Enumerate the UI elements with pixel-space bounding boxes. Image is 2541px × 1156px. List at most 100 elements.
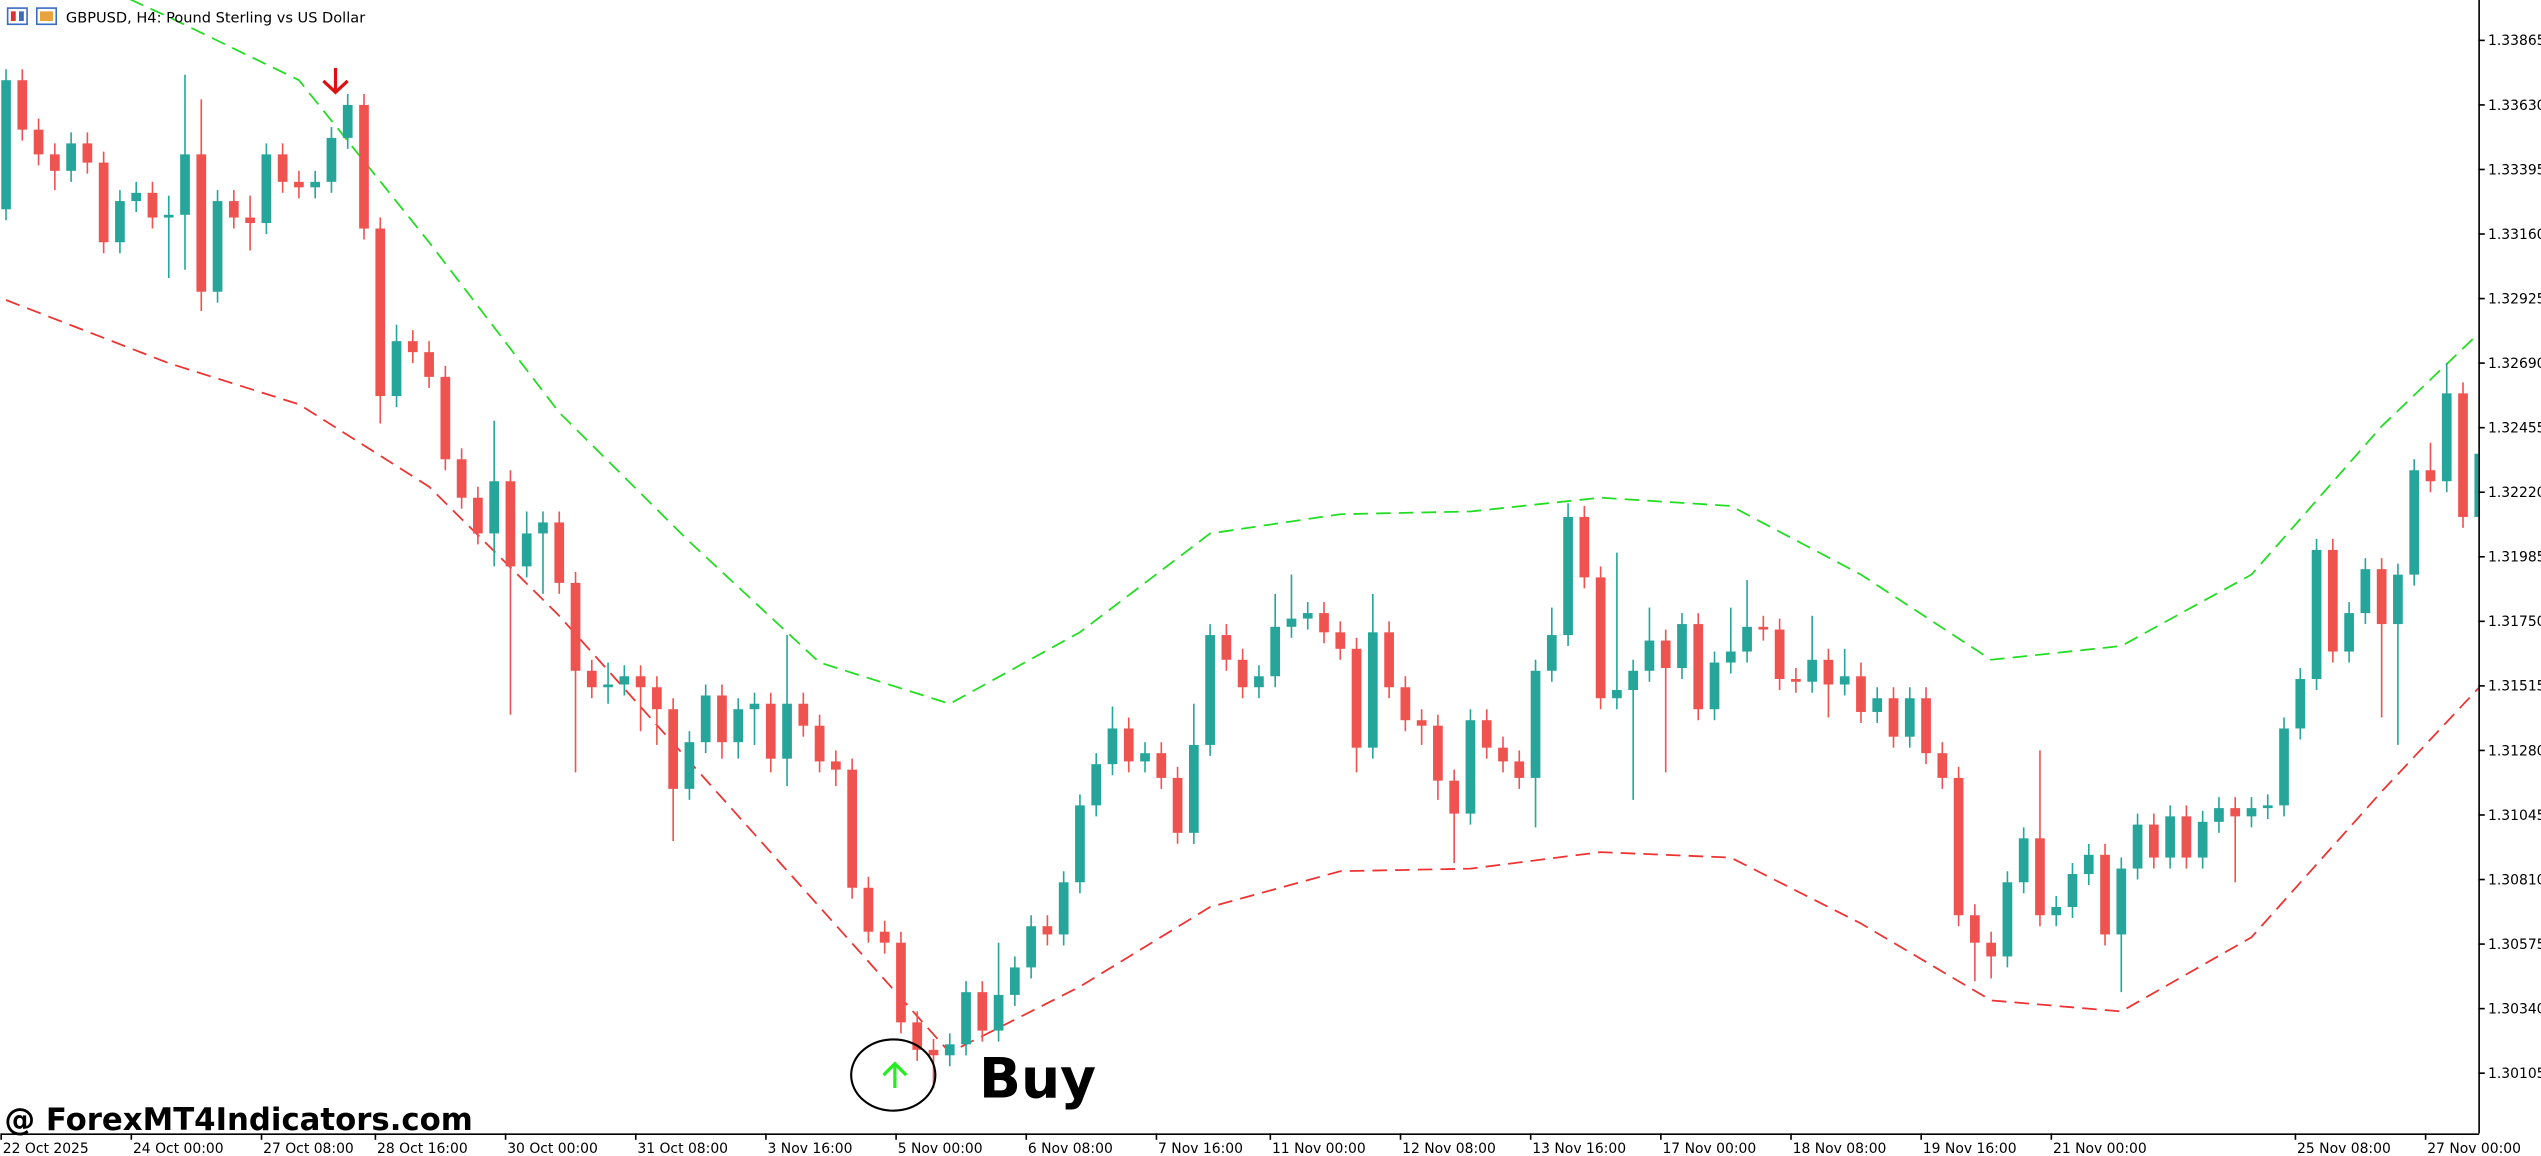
y-tick-label: 1.33395 [2488,162,2541,178]
candle-body [2279,728,2289,806]
candle-body [847,769,857,888]
candle-body [1742,626,1752,652]
candle-body [1872,698,1883,712]
candle-body [2002,882,2013,957]
candle-body [2035,838,2045,916]
x-tick-label: 19 Nov 16:00 [1923,1141,2017,1156]
x-tick-label: 17 Nov 00:00 [1662,1141,1756,1156]
candle-body [619,676,630,685]
candle-body [961,992,971,1045]
candle-body [1823,659,1834,685]
candle-body [1644,640,1655,671]
signal-circle [850,1038,937,1112]
candle-body [765,703,776,759]
candle-body [603,684,613,688]
candle-body [1579,516,1590,578]
candle-body [1433,725,1443,781]
candle-body [310,181,321,188]
candle-body [1075,805,1085,883]
candle-body [1123,728,1134,762]
chart-title: GBPUSD, H4: Pound Sterling vs US Dollar [66,10,365,27]
candle-body [2214,808,2224,822]
x-tick-label: 22 Oct 2025 [3,1141,89,1156]
candle-body [2100,854,2110,935]
candle-body [2230,808,2241,817]
candle-body [261,154,272,224]
candle-body [1384,632,1394,688]
x-tick-label: 30 Oct 00:00 [507,1141,598,1156]
candle-body [1953,777,1964,916]
candle-body [831,761,841,770]
candle-body [1254,676,1264,688]
candle-body [749,703,760,710]
candle-body [586,670,597,688]
x-tick-label: 6 Nov 08:00 [1028,1141,1113,1156]
candle-body [294,181,304,188]
candle-body [1904,698,1915,737]
candle-body [1205,635,1215,745]
candle-body [652,687,662,710]
candle-body [2327,549,2338,652]
candle-body [1465,720,1476,814]
x-tick-label: 11 Nov 00:00 [1272,1141,1366,1156]
band-line [5,299,2479,1054]
y-tick-label: 1.32220 [2488,485,2541,501]
x-tick-label: 25 Nov 08:00 [2297,1141,2391,1156]
candle-body [1367,632,1378,748]
x-tick-label: 27 Nov 00:00 [2427,1141,2521,1156]
y-tick-label: 1.33865 [2488,33,2541,49]
candle-body [1286,618,1297,627]
candle-body [700,695,711,743]
candle-body [326,137,337,182]
x-tick-label: 24 Oct 00:00 [133,1141,224,1156]
candle-body [2116,868,2127,935]
y-tick-label: 1.33160 [2488,227,2541,243]
candle-body [1058,882,1069,935]
y-tick-label: 1.30105 [2488,1066,2541,1082]
candle-body [2425,470,2436,482]
candle-body [1791,679,1801,682]
candle-body [212,201,223,292]
candle-body [1026,926,1036,968]
candle-body [456,459,467,498]
candle-body [1563,516,1573,636]
candle-body [1937,753,1948,778]
x-tick-label: 28 Oct 16:00 [377,1141,468,1156]
candle-body [163,214,174,218]
candle-body [1156,753,1167,778]
candle-body [928,1049,939,1056]
candle-body [424,352,434,377]
candle-body [1725,651,1736,663]
candle-body [180,154,190,215]
candle-body [570,582,581,671]
y-tick-label: 1.30575 [2488,937,2541,953]
candle-body [1270,626,1281,677]
candle-body [1221,635,1232,660]
candle-body [1986,942,1996,957]
candle-body [2458,393,2468,517]
candle-body [1172,777,1183,833]
candle-body [359,104,369,229]
candle-body [1042,926,1053,935]
candle-body [1921,698,1931,754]
x-tick-label: 3 Nov 16:00 [768,1141,853,1156]
candle-body [2474,453,2479,517]
candle-body [944,1044,955,1056]
candle-body [196,154,207,292]
candle-body [33,129,44,155]
x-tick-label: 7 Nov 16:00 [1158,1141,1243,1156]
candle-body [82,143,93,163]
candle-body [538,522,548,534]
candle-body [228,201,239,218]
candle-body [1514,761,1525,778]
candle-body [1595,577,1606,699]
candle-body [1546,635,1557,671]
x-tick-label: 27 Oct 08:00 [263,1141,354,1156]
candle-body [2409,470,2420,575]
candle-body [2083,854,2094,875]
candle-body [2344,613,2354,652]
buy-arrow [882,1061,908,1088]
x-tick-label: 13 Nov 16:00 [1532,1141,1626,1156]
